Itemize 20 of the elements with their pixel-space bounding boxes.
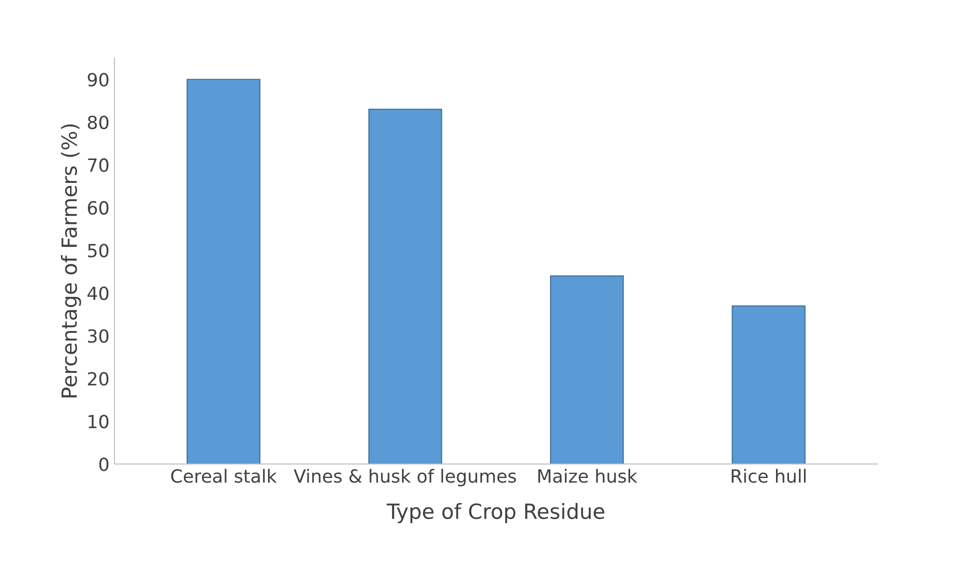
bar <box>186 78 260 464</box>
bar <box>368 108 442 464</box>
y-tick-label: 60 <box>88 201 108 215</box>
x-tick-label: Maize husk <box>538 468 638 483</box>
x-tick-label: Rice hull <box>732 468 806 483</box>
y-tick-label: 90 <box>88 72 108 86</box>
y-tick-label: 0 <box>99 457 108 472</box>
y-tick-label: 70 <box>88 158 108 172</box>
y-tick-label: 30 <box>88 329 108 343</box>
y-tick-label: 80 <box>88 116 108 130</box>
y-axis-title: Percentage of Farmers (%) <box>60 124 82 398</box>
x-tick-label: Cereal stalk <box>171 468 277 483</box>
bar <box>550 275 624 464</box>
x-tick-label: Vines & husk of legumes <box>294 468 516 486</box>
y-tick-label: 50 <box>88 244 108 258</box>
y-tick-label: 40 <box>88 286 108 300</box>
x-axis-title: Type of Crop Residue <box>386 503 604 524</box>
y-tick-label: 10 <box>88 414 108 428</box>
y-tick-label: 20 <box>88 372 108 386</box>
bar <box>732 305 806 464</box>
